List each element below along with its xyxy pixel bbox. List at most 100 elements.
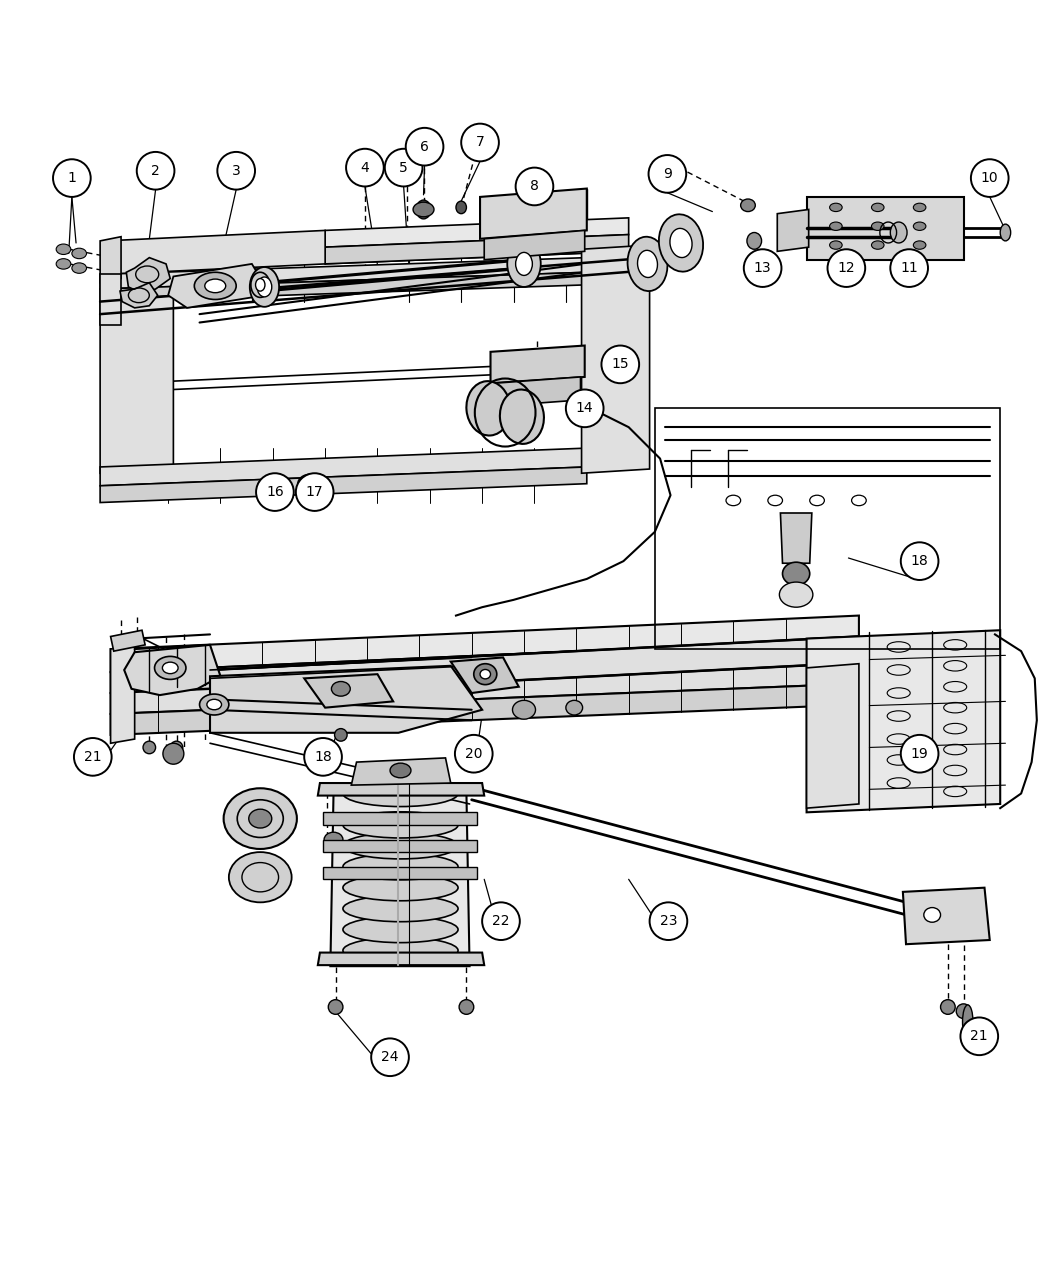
Ellipse shape (474, 663, 497, 685)
Text: 17: 17 (306, 485, 324, 499)
Text: 7: 7 (476, 135, 484, 149)
Text: 11: 11 (900, 261, 918, 275)
Text: 19: 19 (911, 747, 929, 761)
Ellipse shape (162, 662, 178, 673)
Circle shape (650, 903, 687, 939)
Text: 4: 4 (361, 160, 369, 174)
Ellipse shape (500, 390, 544, 444)
Circle shape (296, 474, 333, 510)
Bar (655, 409, 1000, 649)
Polygon shape (318, 952, 484, 965)
Polygon shape (778, 210, 809, 251)
Text: 18: 18 (314, 750, 332, 764)
Ellipse shape (516, 252, 532, 275)
Ellipse shape (628, 237, 668, 292)
Ellipse shape (480, 670, 490, 679)
Ellipse shape (741, 199, 756, 211)
Polygon shape (807, 197, 963, 260)
Polygon shape (101, 257, 587, 289)
Circle shape (74, 738, 112, 775)
Text: 1: 1 (67, 171, 77, 185)
Text: 24: 24 (381, 1050, 399, 1064)
Ellipse shape (923, 908, 940, 922)
Polygon shape (101, 272, 587, 302)
Ellipse shape (228, 852, 291, 903)
Circle shape (136, 151, 174, 190)
Ellipse shape (256, 279, 265, 292)
Ellipse shape (250, 272, 269, 298)
Polygon shape (490, 345, 585, 383)
Circle shape (346, 149, 384, 186)
Ellipse shape (343, 875, 458, 901)
Polygon shape (323, 867, 477, 880)
Ellipse shape (780, 582, 813, 607)
Ellipse shape (343, 854, 458, 880)
Ellipse shape (57, 244, 71, 255)
Ellipse shape (343, 895, 458, 922)
Polygon shape (210, 636, 859, 696)
Polygon shape (210, 666, 482, 733)
Text: 12: 12 (837, 261, 855, 275)
Ellipse shape (170, 741, 182, 754)
Polygon shape (111, 630, 145, 652)
Polygon shape (125, 645, 220, 695)
Polygon shape (323, 839, 477, 852)
Ellipse shape (343, 812, 458, 838)
Circle shape (256, 474, 293, 510)
Circle shape (602, 345, 639, 383)
Ellipse shape (258, 476, 283, 495)
Ellipse shape (343, 917, 458, 942)
Circle shape (649, 155, 686, 192)
Ellipse shape (154, 657, 185, 680)
Polygon shape (168, 264, 264, 308)
Text: 14: 14 (576, 401, 593, 415)
Ellipse shape (872, 204, 885, 211)
Ellipse shape (194, 272, 236, 299)
Polygon shape (111, 645, 134, 743)
Ellipse shape (249, 267, 279, 307)
Polygon shape (582, 246, 650, 474)
Ellipse shape (891, 222, 908, 243)
Ellipse shape (257, 278, 271, 297)
Polygon shape (304, 675, 393, 708)
Polygon shape (106, 230, 325, 275)
Text: 8: 8 (530, 179, 539, 193)
Ellipse shape (670, 228, 692, 257)
Circle shape (828, 250, 866, 286)
Polygon shape (495, 377, 581, 406)
Ellipse shape (72, 262, 87, 274)
Polygon shape (323, 812, 477, 825)
Text: 21: 21 (84, 750, 102, 764)
Ellipse shape (413, 202, 434, 216)
Ellipse shape (783, 563, 810, 586)
Circle shape (566, 390, 604, 428)
Ellipse shape (956, 1004, 970, 1018)
Ellipse shape (872, 222, 885, 230)
Ellipse shape (916, 900, 948, 929)
Text: 16: 16 (266, 485, 284, 499)
Ellipse shape (512, 700, 536, 719)
Circle shape (891, 250, 927, 286)
Text: 5: 5 (399, 160, 408, 174)
Circle shape (385, 149, 422, 186)
Ellipse shape (343, 833, 458, 859)
Circle shape (217, 151, 255, 190)
Text: 9: 9 (663, 167, 672, 181)
Ellipse shape (830, 241, 843, 250)
Circle shape (970, 159, 1008, 197)
Text: 20: 20 (465, 747, 482, 761)
Polygon shape (111, 684, 859, 735)
Polygon shape (484, 230, 585, 260)
Ellipse shape (334, 728, 347, 741)
Text: 18: 18 (911, 554, 929, 568)
Ellipse shape (57, 258, 71, 269)
Polygon shape (330, 793, 470, 966)
Polygon shape (101, 448, 587, 486)
Ellipse shape (343, 937, 458, 964)
Circle shape (406, 127, 443, 165)
Ellipse shape (143, 741, 155, 754)
Ellipse shape (830, 204, 843, 211)
Circle shape (901, 542, 938, 580)
Polygon shape (807, 630, 1000, 812)
Ellipse shape (416, 200, 431, 219)
